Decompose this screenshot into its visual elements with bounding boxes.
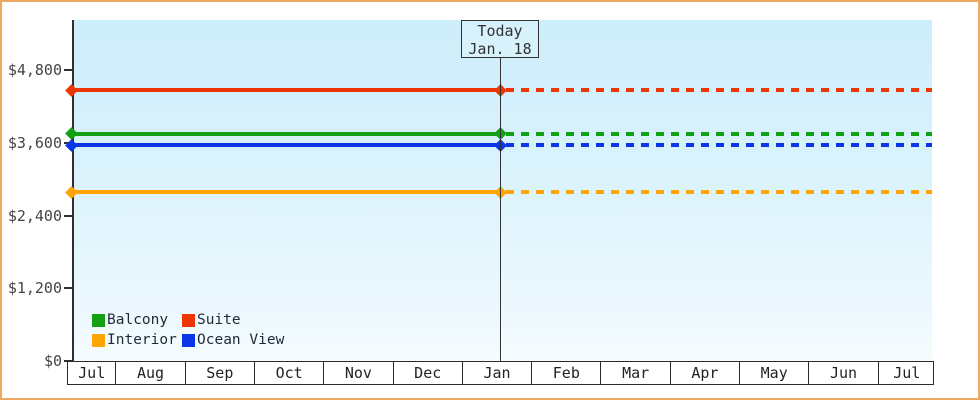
legend-swatch-icon bbox=[182, 333, 195, 347]
series-line-solid-balcony bbox=[72, 131, 500, 136]
y-tick-mark bbox=[64, 69, 72, 71]
legend-item-interior: Interior bbox=[92, 332, 182, 348]
series-line-dotted-suite bbox=[506, 88, 932, 92]
x-month-cell-nov-4: Nov bbox=[324, 362, 394, 384]
x-month-cell-apr-9: Apr bbox=[671, 362, 741, 384]
y-tick-label: $3,600 bbox=[7, 133, 62, 152]
legend-label: Interior bbox=[107, 332, 177, 348]
legend-swatch-icon bbox=[182, 313, 195, 327]
series-line-dotted-ocean-view bbox=[506, 143, 932, 148]
y-tick-label: $2,400 bbox=[7, 206, 62, 225]
x-month-cell-jan-6: Jan bbox=[463, 362, 533, 384]
legend-item-suite: Suite bbox=[182, 312, 284, 328]
y-tick-mark bbox=[64, 214, 72, 217]
series-line-solid-interior bbox=[72, 190, 500, 195]
x-axis-month-row: Jul Aug Sep Oct Nov Dec Jan Feb Mar Apr May Jun Jul bbox=[67, 361, 934, 385]
x-month-cell-aug-1: Aug bbox=[116, 362, 186, 384]
x-month-cell-jul-0: Jul bbox=[68, 362, 117, 384]
y-tick-label: $1,200 bbox=[7, 279, 62, 298]
legend-swatch-icon bbox=[92, 333, 105, 347]
today-label: Today bbox=[477, 22, 523, 40]
legend-label: Ocean View bbox=[197, 332, 285, 348]
today-vertical-line bbox=[500, 58, 501, 361]
x-month-cell-may-10: May bbox=[740, 362, 810, 384]
today-date: Jan. 18 bbox=[468, 40, 532, 58]
series-line-dotted-balcony bbox=[506, 131, 932, 136]
x-month-cell-feb-7: Feb bbox=[532, 362, 602, 384]
y-tick-label: $0 bbox=[43, 352, 62, 370]
x-month-cell-sep-2: Sep bbox=[186, 362, 255, 384]
series-line-dotted-interior bbox=[506, 190, 932, 195]
x-month-cell-jul-12: Jul bbox=[893, 364, 921, 382]
x-month-cell-dec-5: Dec bbox=[394, 362, 463, 384]
y-tick-label: $4,800 bbox=[7, 61, 62, 79]
x-month-cell-oct-3: Oct bbox=[255, 362, 325, 384]
legend-swatch-icon bbox=[92, 313, 105, 327]
y-tick-mark bbox=[64, 287, 72, 290]
legend: Balcony Suite Interior Ocean View bbox=[92, 312, 285, 348]
legend-item-balcony: Balcony bbox=[92, 312, 182, 328]
legend-item-ocean-view: Ocean View bbox=[182, 332, 285, 348]
series-line-solid-ocean-view bbox=[72, 143, 500, 148]
legend-label: Suite bbox=[197, 312, 241, 328]
x-month-cell-jun-11: Jun bbox=[809, 362, 879, 384]
legend-label: Balcony bbox=[107, 312, 169, 328]
today-annotation-box: Today Jan. 18 bbox=[461, 20, 539, 58]
x-month-cell-mar-8: Mar bbox=[601, 362, 671, 384]
series-line-solid-suite bbox=[72, 88, 500, 92]
